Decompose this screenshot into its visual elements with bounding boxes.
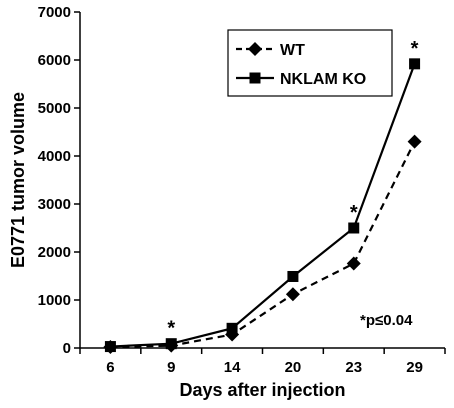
data-point <box>287 270 299 282</box>
data-point <box>346 256 361 271</box>
y-tick-label: 1000 <box>38 292 71 309</box>
data-point <box>285 287 300 302</box>
data-point <box>407 134 422 149</box>
x-tick-label: 9 <box>167 359 175 376</box>
x-ticks: 6 9 14 20 23 29 <box>79 348 446 376</box>
legend-marker <box>249 72 261 84</box>
y-ticks: 0 1000 2000 3000 4000 5000 6000 7000 <box>38 4 80 357</box>
y-tick-label: 5000 <box>38 100 71 117</box>
legend-item: WT <box>236 42 305 59</box>
series-line <box>110 63 416 348</box>
y-axis-title: E0771 tumor volume <box>8 92 28 268</box>
legend-item: NKLAM KO <box>236 71 366 88</box>
x-tick-label: 23 <box>345 359 362 376</box>
x-axis-title: Days after injection <box>179 380 345 400</box>
legend-marker <box>248 42 262 56</box>
legend-label: WT <box>280 42 305 59</box>
significance-star: * <box>411 38 419 60</box>
series-layer <box>103 58 422 355</box>
legend-items: WT NKLAM KO <box>236 42 366 88</box>
y-tick-label: 6000 <box>38 52 71 69</box>
legend-label: NKLAM KO <box>280 71 366 88</box>
significance-marks: * * * <box>167 38 418 340</box>
data-point <box>165 338 177 350</box>
y-tick-label: 3000 <box>38 196 71 213</box>
x-tick-label: 6 <box>106 359 114 376</box>
series-line <box>110 141 416 349</box>
data-point <box>104 341 116 353</box>
x-tick-label: 29 <box>406 359 423 376</box>
y-tick-label: 4000 <box>38 148 71 165</box>
data-point <box>226 322 238 334</box>
axes: 6 9 14 20 23 29 0 1000 2000 3000 4000 5000 6000 7000 <box>38 4 446 376</box>
legend: WT NKLAM KO <box>227 29 393 97</box>
significance-star: * <box>167 318 175 340</box>
significance-annotation: *p≤0.04 <box>360 312 413 329</box>
significance-star: * <box>350 202 358 224</box>
data-point <box>348 222 360 234</box>
y-tick-label: 0 <box>63 340 71 357</box>
y-tick-label: 7000 <box>38 4 71 21</box>
legend-box <box>227 29 393 97</box>
y-tick-label: 2000 <box>38 244 71 261</box>
x-tick-label: 14 <box>224 359 241 376</box>
series-nklam-ko <box>104 58 421 353</box>
data-point <box>409 58 421 70</box>
x-tick-label: 20 <box>285 359 302 376</box>
